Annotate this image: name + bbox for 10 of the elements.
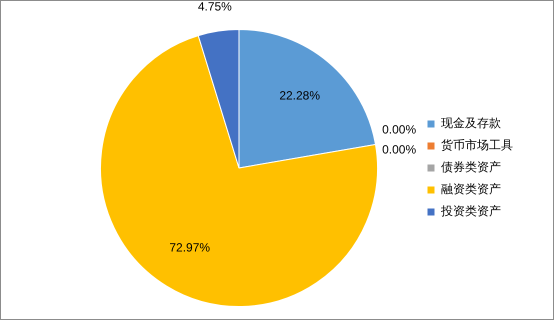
text: 0.00% <box>382 142 416 157</box>
legend-label: 债券类资产 <box>441 160 501 174</box>
data-label: 72.97% <box>169 240 210 255</box>
legend-label: 货币市场工具 <box>441 138 513 152</box>
legend-label: 融资类资产 <box>441 182 501 196</box>
data-label: 4.75% <box>198 0 232 14</box>
legend-label: 现金及存款 <box>441 116 501 130</box>
data-label: 22.28% <box>279 88 320 102</box>
text: 0.00% <box>382 122 416 137</box>
legend-label: 投资类资产 <box>440 204 501 218</box>
